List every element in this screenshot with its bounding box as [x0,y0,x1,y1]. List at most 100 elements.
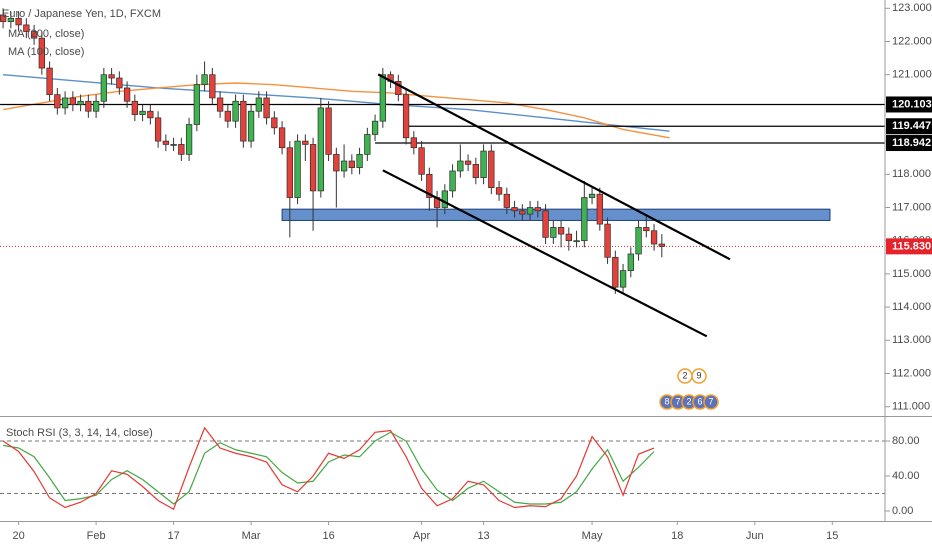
y-tick-label: 80.00 [892,435,920,447]
candle-body [170,144,177,146]
overlay: 111.000112.000113.000114.000115.000116.0… [12,2,932,542]
candle-body [92,100,100,112]
candle-body [100,74,107,102]
event-label: 7 [708,396,713,406]
y-tick-label: 122.000 [892,35,932,47]
candle-body [224,110,231,122]
indicator-line [2,426,655,511]
candle-body [0,14,7,22]
candle-body [356,154,363,169]
candle-body [573,240,580,243]
plot-area [0,8,885,511]
candle-body [472,163,479,178]
candle-body [619,270,627,288]
candle-body [441,190,448,208]
candle-body [395,80,402,95]
candle-body [286,147,293,198]
candle-body [263,97,270,119]
candle-body [348,160,355,169]
y-tick-label: 111.000 [892,401,930,413]
candle-body [247,110,255,142]
candle-body [147,110,154,119]
candle-body [54,94,61,109]
x-tick-label: 18 [671,530,683,542]
indicator-line [2,431,655,505]
candle-body [255,97,262,112]
event-icon [703,394,719,410]
last-price-label: 115.830 [892,240,931,252]
x-tick-label: 15 [826,530,838,542]
candle-body [185,124,193,155]
legend-entry: MA (100, close) [8,46,84,58]
candle-body [85,100,92,112]
candle-body [418,147,425,175]
candle-body [23,24,30,32]
candle-body [333,154,340,172]
candle-body [371,120,379,135]
candle-body [658,243,665,247]
candle-body [426,173,433,198]
x-tick-label: 20 [12,530,24,542]
candle-body [410,137,417,149]
event-label: 6 [697,396,702,406]
candle-body [650,230,658,245]
candle-body [612,256,619,288]
candle-body [325,107,332,155]
candle-body [317,107,324,192]
indicator-title: Stoch RSI (3, 3, 14, 14, close) [6,427,153,439]
candle-body [340,160,348,172]
price-label-box [886,118,932,135]
x-tick-label: 16 [322,530,334,542]
candle-body [519,210,526,215]
candle-body [534,207,541,212]
candle-body [557,227,565,235]
candle-body [131,100,138,115]
price-label-box [886,135,932,152]
candle-body [77,100,84,105]
event-label: 7 [675,396,680,406]
support-zone [281,208,831,221]
candle-body [232,100,239,122]
event-icon [691,368,707,384]
candle-body [216,97,224,112]
candle-body [643,227,650,232]
candle-body [402,94,410,139]
legend-entry: MA (200, close) [8,28,84,40]
y-tick-label: 0.00 [892,505,913,517]
price-label-box [886,96,932,113]
x-tick-label: 13 [477,530,489,542]
candle-body [565,233,572,242]
y-tick-label: 123.000 [892,2,932,14]
candle-body [503,193,510,208]
moving-average [2,82,670,139]
candle-body [635,227,642,255]
x-tick-label: Apr [413,530,430,542]
candle-body [495,187,503,195]
candle-body [178,144,185,155]
y-tick-label: 40.00 [892,470,920,482]
candle-body [488,150,495,188]
candle-body [116,77,123,89]
event-label: 2 [686,396,691,406]
candle-body [604,223,611,258]
candle-body [457,160,464,172]
y-tick-label: 113.000 [892,334,931,346]
x-tick-label: Feb [87,530,106,542]
candle-body [550,227,557,238]
candle-body [209,74,216,99]
candle-body [108,74,115,79]
candle-body [526,207,534,215]
y-tick-label: 118.000 [892,168,931,180]
y-tick-label: 121.000 [892,69,932,81]
candle-body [123,87,131,102]
x-tick-label: Jun [746,530,764,542]
candle-body [69,97,76,105]
y-tick-label: 114.000 [892,301,931,313]
x-tick-label: May [582,530,603,542]
candle-body [464,160,472,165]
candle-body [364,134,371,155]
trend-line [377,73,731,261]
candle-body [30,31,38,39]
candle-body [588,193,596,198]
